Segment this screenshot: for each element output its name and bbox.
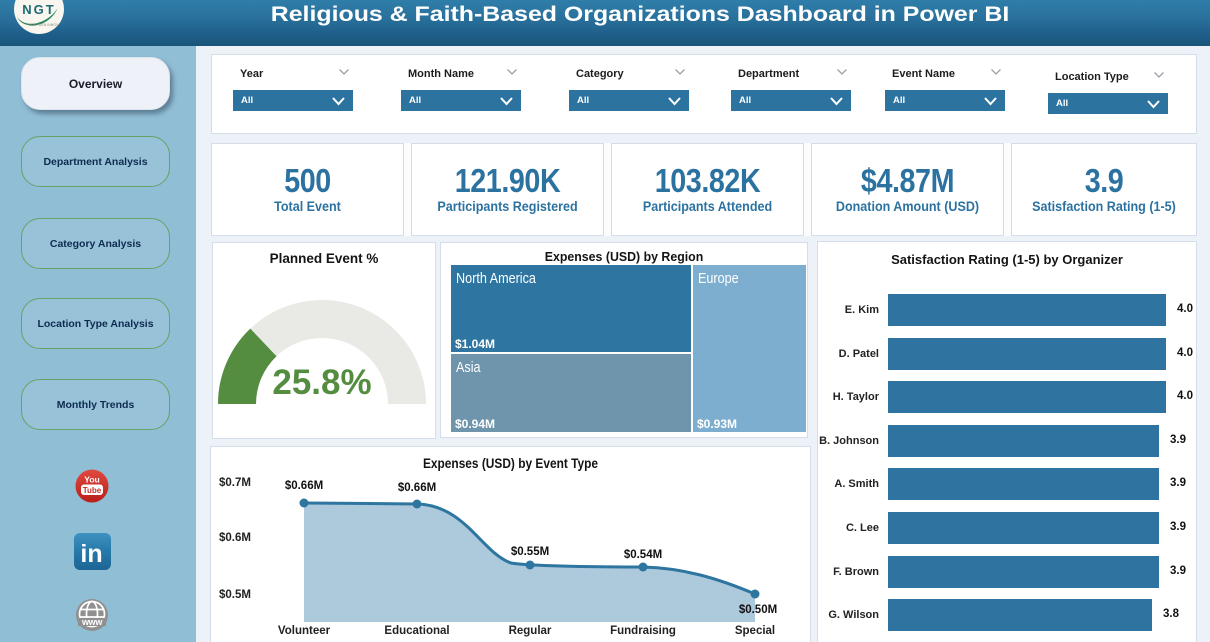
- svg-text:25.8%: 25.8%: [272, 363, 371, 402]
- svg-text:$0.54M: $0.54M: [624, 549, 662, 561]
- svg-text:Tube: Tube: [83, 486, 102, 495]
- svg-text:Special: Special: [735, 625, 775, 637]
- svg-text:$0.50M: $0.50M: [739, 604, 777, 616]
- svg-text:Educational: Educational: [384, 625, 449, 637]
- svg-text:$0.6M: $0.6M: [219, 532, 251, 544]
- svg-text:www: www: [81, 617, 103, 627]
- svg-text:Fundraising: Fundraising: [610, 625, 676, 637]
- svg-text:$0.66M: $0.66M: [285, 480, 323, 492]
- svg-text:Regular: Regular: [509, 625, 552, 637]
- svg-text:$0.66M: $0.66M: [398, 482, 436, 494]
- svg-text:$0.55M: $0.55M: [511, 546, 549, 558]
- svg-text:$0.5M: $0.5M: [219, 589, 251, 601]
- svg-text:Volunteer: Volunteer: [278, 625, 331, 637]
- svg-text:You: You: [84, 475, 99, 485]
- svg-text:in: in: [80, 540, 102, 568]
- svg-text:$0.7M: $0.7M: [219, 477, 251, 489]
